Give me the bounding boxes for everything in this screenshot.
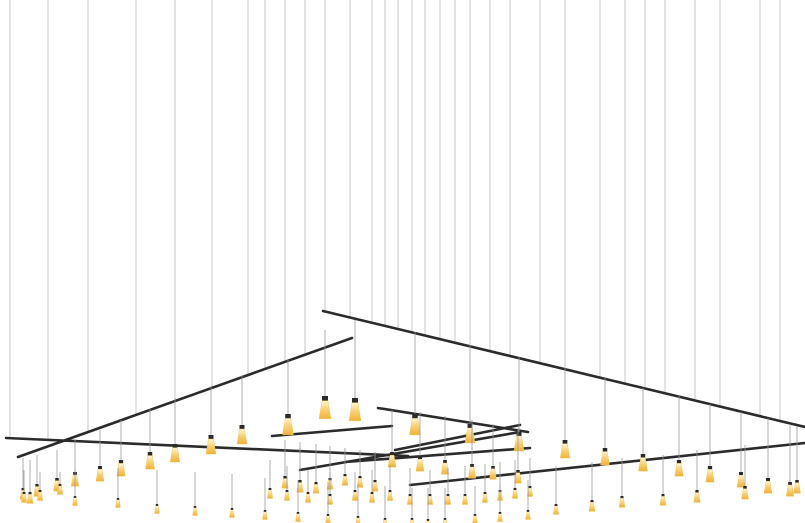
pendant-lamp <box>26 460 34 504</box>
pendant-lamp <box>355 484 361 523</box>
pendant-lamp <box>371 452 379 492</box>
pendant-lamp <box>638 388 648 472</box>
pendant-lamp <box>553 466 559 515</box>
pendant-lamp <box>387 410 397 468</box>
pendant-lamp <box>618 458 626 508</box>
pendant-lamp <box>37 472 43 501</box>
pendant-lamps <box>19 320 801 523</box>
pendant-lamp <box>497 484 503 522</box>
rail <box>321 309 805 429</box>
pendant-lamp <box>21 470 27 503</box>
pendant-lamp <box>305 470 311 503</box>
pendant-lamp <box>736 412 746 488</box>
pendant-lamp <box>427 470 433 505</box>
pendant-lamp <box>445 468 451 505</box>
pendant-lamp <box>295 480 301 522</box>
pendant-lamp <box>369 470 375 503</box>
pendant-lamp <box>693 450 701 503</box>
pendant-lamp <box>512 460 518 499</box>
pendant-lamp <box>205 386 217 455</box>
rail <box>393 423 522 452</box>
pendant-lamp <box>229 474 235 518</box>
pendant-lamp <box>525 480 531 520</box>
pendant-lamp <box>560 368 570 459</box>
pendant-lamp <box>95 430 105 482</box>
pendant-lamp <box>145 409 155 470</box>
pendant-lamp <box>409 332 421 436</box>
pendant-lamp <box>600 378 610 466</box>
pendant-lamp <box>588 462 596 512</box>
pendant-lamp <box>170 398 180 463</box>
pendant-lamp <box>482 464 488 503</box>
pendant-lamp <box>318 330 332 419</box>
pendant-lamp <box>192 472 198 516</box>
pendant-lamp <box>462 466 468 505</box>
pendant-lamp <box>387 466 393 501</box>
light-rails <box>4 309 805 487</box>
pendant-lamp <box>282 360 294 436</box>
pendant-lamp <box>441 416 449 475</box>
pendant-lamp <box>327 472 333 505</box>
pendant-lamp <box>464 345 476 444</box>
pendant-lamp <box>312 444 320 494</box>
pendant-lamp <box>415 412 425 472</box>
pendant-lamp <box>472 486 478 523</box>
pendant-lamp <box>116 420 126 477</box>
pendant-lamp <box>154 470 160 514</box>
pendant-lamp <box>262 478 268 520</box>
pendant-lamp <box>513 357 525 452</box>
pendant-lamp <box>348 320 362 421</box>
pendant-lamp <box>514 428 522 484</box>
rail <box>298 430 522 472</box>
pendant-lamp <box>410 488 414 523</box>
pendant-lamp <box>356 450 364 488</box>
pendant-lamp <box>786 424 794 497</box>
pendant-lamp <box>741 445 749 500</box>
pendant-lamp <box>443 488 447 523</box>
pendant-lamp <box>674 396 684 477</box>
pendant-lamp <box>236 375 248 445</box>
pendant-lamp <box>267 460 273 499</box>
pendant-lamp <box>705 404 715 483</box>
pendant-lamp <box>341 448 349 486</box>
pendant-lamp <box>793 426 801 494</box>
pendant-lamp <box>57 472 63 495</box>
pendant-lamp <box>352 472 358 501</box>
pendant-lamp <box>468 420 476 479</box>
pendant-lamp <box>407 468 413 505</box>
pendant-lamp <box>115 468 121 508</box>
pendant-lamp <box>325 482 331 523</box>
pendant-lamp <box>383 486 387 523</box>
pendant-lamp <box>72 470 78 506</box>
pendant-lamp <box>659 455 667 506</box>
rail <box>343 446 532 464</box>
pendant-lamp <box>489 424 497 480</box>
suspension-wires <box>9 0 781 440</box>
pendant-lamp <box>763 418 773 494</box>
pendant-lamp <box>284 466 290 501</box>
rail <box>16 336 354 459</box>
